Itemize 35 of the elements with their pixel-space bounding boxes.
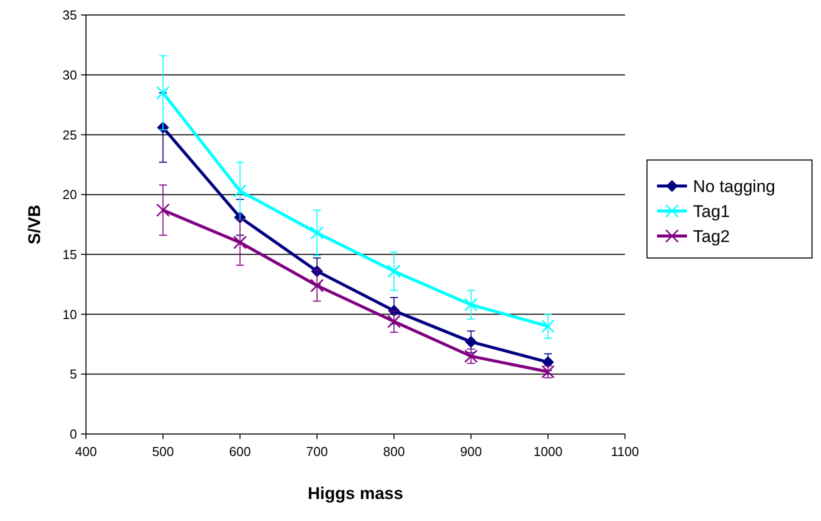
y-tick-label: 10	[62, 306, 77, 322]
x-tick-label: 800	[383, 444, 405, 459]
y-tick-label: 0	[70, 426, 77, 442]
point	[464, 298, 478, 312]
x-tick-label: 400	[75, 444, 97, 459]
x-tick-label: 700	[306, 444, 328, 459]
point	[542, 356, 554, 368]
point	[310, 278, 324, 292]
legend-label: Tag2	[693, 226, 730, 246]
legend-label: No tagging	[693, 176, 776, 196]
point	[387, 264, 401, 278]
x-tick-label: 900	[460, 444, 482, 459]
y-tick-label: 5	[70, 366, 77, 382]
point	[233, 236, 247, 250]
y-tick-label: 25	[62, 127, 77, 142]
point	[387, 314, 401, 328]
point	[233, 184, 247, 198]
y-tick-label: 30	[62, 67, 77, 82]
point	[541, 320, 555, 334]
point	[541, 365, 555, 378]
x-tick-label: 1000	[534, 444, 562, 459]
x-tick-label: 500	[152, 444, 174, 459]
x-tick-label: 1100	[611, 444, 639, 459]
point	[310, 226, 324, 240]
point	[465, 336, 477, 348]
point	[156, 86, 170, 100]
y-tick-label: 20	[62, 187, 77, 202]
y-axis-title: S/VB	[25, 204, 44, 244]
point	[464, 349, 478, 363]
legend-label: Tag1	[693, 202, 730, 221]
point	[156, 203, 170, 217]
y-tick-label: 35	[62, 8, 77, 23]
x-tick-label: 600	[229, 444, 251, 459]
y-tick-label: 15	[62, 246, 77, 262]
x-axis-title: Higgs mass	[308, 484, 404, 503]
